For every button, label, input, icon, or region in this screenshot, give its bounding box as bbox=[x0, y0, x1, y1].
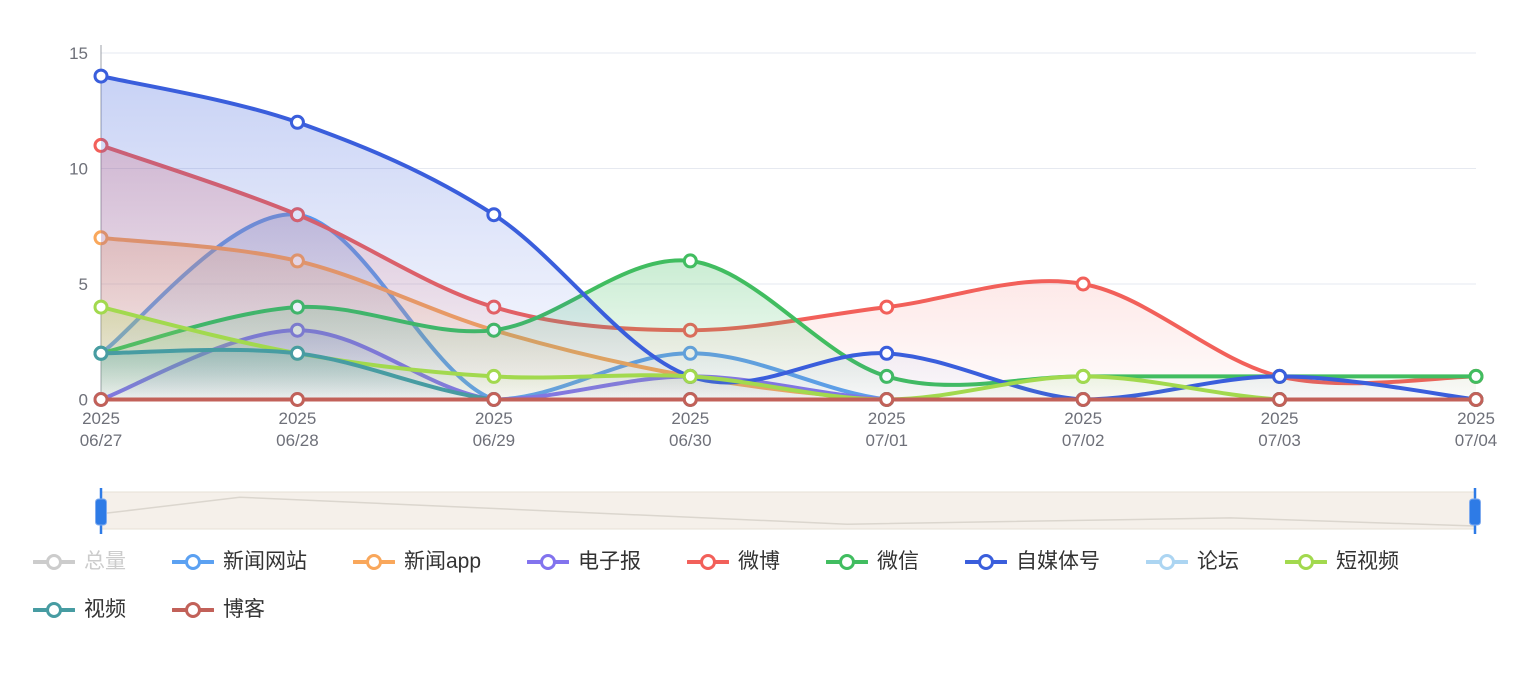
x-axis-label: 2025 07/03 bbox=[1258, 409, 1301, 450]
legend-item-新闻app[interactable]: 新闻app bbox=[353, 549, 481, 575]
data-point-微博[interactable] bbox=[879, 299, 895, 315]
data-point-博客[interactable] bbox=[682, 392, 698, 407]
svg-text:15: 15 bbox=[69, 44, 88, 63]
x-axis-label: 2025 07/02 bbox=[1062, 409, 1105, 450]
legend-row: 总量 新闻网站 新闻app 电子报 微博 微信 自媒体号 论坛 短视频 bbox=[33, 549, 1518, 575]
data-point-博客[interactable] bbox=[1075, 392, 1091, 407]
legend-label: 新闻app bbox=[404, 550, 482, 574]
line-series-icon bbox=[826, 554, 869, 570]
x-axis-label: 2025 06/30 bbox=[669, 409, 712, 450]
legend-item-电子报[interactable]: 电子报 bbox=[527, 549, 641, 575]
data-point-微信[interactable] bbox=[1468, 368, 1484, 384]
legend-item-总量[interactable]: 总量 bbox=[33, 549, 126, 575]
data-point-短视频[interactable] bbox=[682, 368, 698, 384]
data-point-博客[interactable] bbox=[486, 392, 502, 407]
series-博客 bbox=[93, 392, 1484, 407]
legend-label: 电子报 bbox=[578, 550, 642, 574]
svg-text:10: 10 bbox=[69, 160, 88, 179]
x-axis-labels: 2025 06/27 2025 06/28 2025 06/29 2025 06/30 2025… bbox=[80, 409, 1498, 450]
line-series-icon bbox=[172, 554, 214, 570]
series-自媒体号 bbox=[93, 68, 1484, 407]
line-series-icon bbox=[527, 554, 570, 570]
x-axis-label: 2025 06/27 bbox=[80, 409, 123, 450]
line-series-icon bbox=[33, 602, 75, 618]
data-point-视频[interactable] bbox=[289, 345, 305, 361]
legend-item-微信[interactable]: 微信 bbox=[826, 549, 919, 575]
data-point-博客[interactable] bbox=[879, 392, 895, 407]
x-axis-label: 2025 07/01 bbox=[865, 409, 908, 450]
line-series-icon bbox=[172, 602, 214, 618]
data-point-短视频[interactable] bbox=[486, 368, 502, 384]
line-series-icon bbox=[1285, 554, 1328, 570]
datazoom-handle-left[interactable] bbox=[95, 488, 107, 534]
data-point-博客[interactable] bbox=[1468, 392, 1484, 407]
y-axis-labels: 0 5 10 15 bbox=[69, 44, 88, 410]
data-point-短视频[interactable] bbox=[93, 299, 109, 315]
legend-item-博客[interactable]: 博客 bbox=[172, 597, 265, 623]
data-point-博客[interactable] bbox=[1272, 392, 1288, 407]
line-series-icon bbox=[353, 554, 395, 570]
data-point-自媒体号[interactable] bbox=[93, 68, 109, 84]
data-point-自媒体号[interactable] bbox=[289, 114, 305, 130]
x-axis-label: 2025 06/29 bbox=[473, 409, 516, 450]
data-point-自媒体号[interactable] bbox=[1272, 368, 1288, 384]
legend-item-短视频[interactable]: 短视频 bbox=[1285, 549, 1399, 575]
data-point-微博[interactable] bbox=[1075, 276, 1091, 292]
legend-item-自媒体号[interactable]: 自媒体号 bbox=[965, 549, 1100, 575]
data-point-自媒体号[interactable] bbox=[879, 345, 895, 361]
data-point-视频[interactable] bbox=[93, 345, 109, 361]
legend-item-论坛[interactable]: 论坛 bbox=[1146, 549, 1239, 575]
svg-text:5: 5 bbox=[79, 275, 88, 294]
svg-text:0: 0 bbox=[79, 391, 88, 410]
data-point-自媒体号[interactable] bbox=[486, 207, 502, 223]
chart-legend: 总量 新闻网站 新闻app 电子报 微博 微信 自媒体号 论坛 短视频视频 博客 bbox=[33, 549, 1518, 645]
datazoom-track[interactable] bbox=[100, 491, 1476, 530]
datazoom-slider bbox=[95, 488, 1481, 534]
x-axis-label: 2025 06/28 bbox=[276, 409, 319, 450]
legend-label: 短视频 bbox=[1336, 550, 1400, 574]
line-series-icon bbox=[1146, 554, 1189, 570]
legend-item-微博[interactable]: 微博 bbox=[687, 549, 780, 575]
legend-label: 论坛 bbox=[1197, 550, 1240, 574]
legend-label: 视频 bbox=[84, 598, 126, 622]
line-series-icon bbox=[965, 554, 1008, 570]
data-point-微信[interactable] bbox=[682, 253, 698, 269]
x-axis-label: 2025 07/04 bbox=[1455, 409, 1498, 450]
legend-row: 视频 博客 bbox=[33, 597, 1518, 623]
legend-label: 微信 bbox=[877, 550, 920, 574]
datazoom-data-shadow bbox=[100, 496, 1476, 527]
legend-label: 博客 bbox=[223, 598, 265, 622]
line-series-icon bbox=[33, 554, 75, 570]
legend-item-视频[interactable]: 视频 bbox=[33, 597, 126, 623]
line-series-icon bbox=[687, 554, 730, 570]
legend-item-新闻网站[interactable]: 新闻网站 bbox=[172, 549, 307, 575]
data-point-短视频[interactable] bbox=[1075, 368, 1091, 384]
legend-label: 总量 bbox=[84, 550, 126, 574]
legend-label: 新闻网站 bbox=[223, 550, 307, 574]
data-point-博客[interactable] bbox=[93, 392, 109, 407]
legend-label: 自媒体号 bbox=[1016, 550, 1101, 574]
datazoom-handle-right[interactable] bbox=[1469, 488, 1481, 534]
legend-label: 微博 bbox=[738, 550, 781, 574]
data-point-博客[interactable] bbox=[289, 392, 305, 407]
